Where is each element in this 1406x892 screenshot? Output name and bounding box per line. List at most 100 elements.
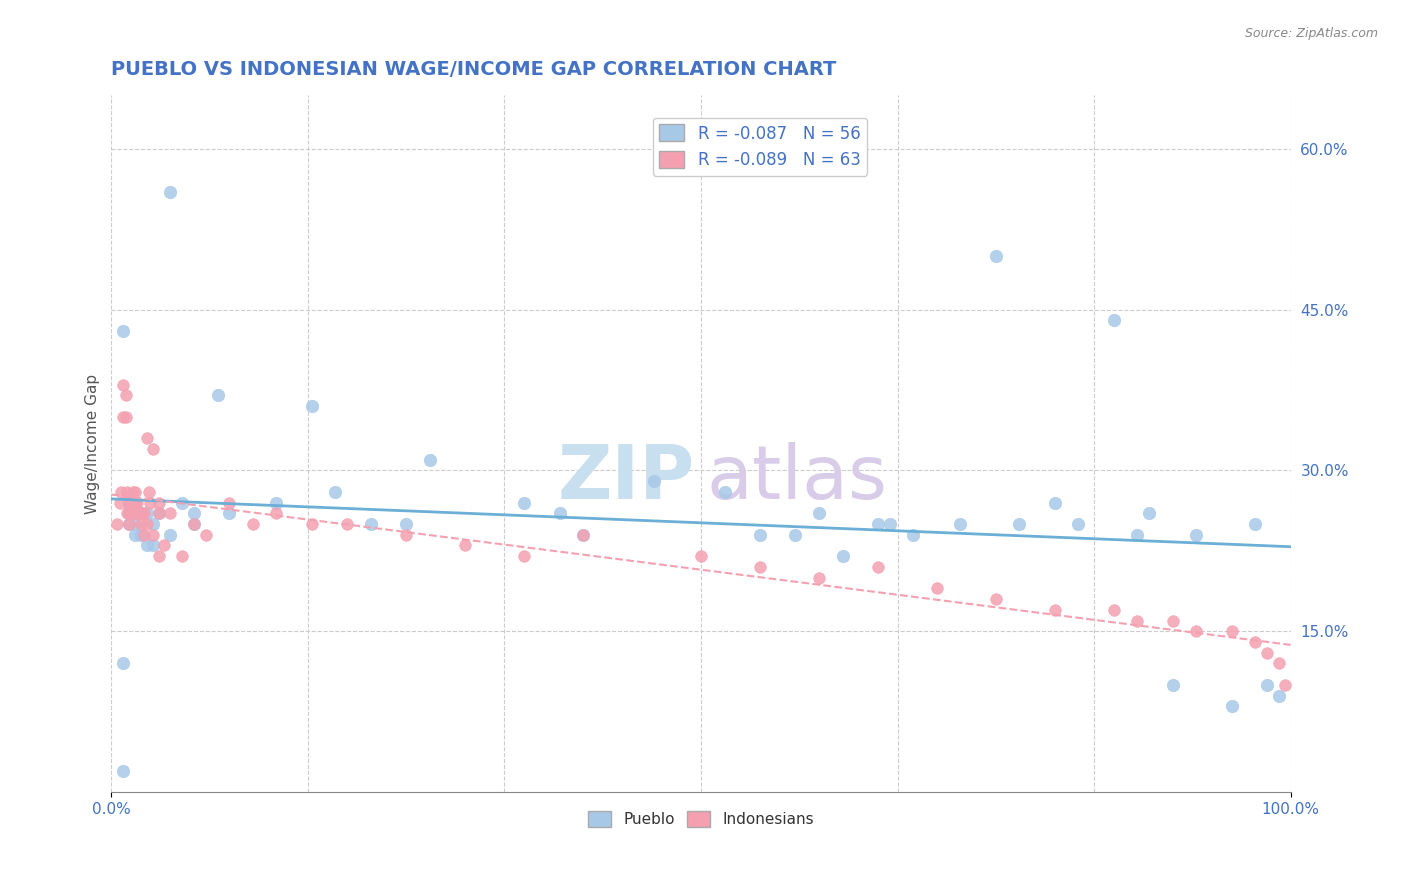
Point xyxy=(121,507,143,521)
Point xyxy=(360,517,382,532)
Point xyxy=(785,528,807,542)
Point xyxy=(1185,528,1208,542)
Point xyxy=(548,507,571,521)
Point xyxy=(1137,507,1160,521)
Point xyxy=(1161,614,1184,628)
Point xyxy=(242,517,264,532)
Point xyxy=(1126,528,1149,542)
Point xyxy=(124,507,146,521)
Point xyxy=(183,507,205,521)
Point xyxy=(118,517,141,532)
Point xyxy=(112,764,135,778)
Text: PUEBLO VS INDONESIAN WAGE/INCOME GAP CORRELATION CHART: PUEBLO VS INDONESIAN WAGE/INCOME GAP COR… xyxy=(111,60,837,78)
Point xyxy=(139,495,162,509)
Legend: Pueblo, Indonesians: Pueblo, Indonesians xyxy=(582,805,820,833)
Point xyxy=(513,495,536,509)
Point xyxy=(1268,657,1291,671)
Point xyxy=(925,582,948,596)
Text: atlas: atlas xyxy=(707,442,889,515)
Text: Source: ZipAtlas.com: Source: ZipAtlas.com xyxy=(1244,27,1378,40)
Point xyxy=(1256,678,1278,692)
Point xyxy=(138,484,160,499)
Point xyxy=(879,517,901,532)
Point xyxy=(572,528,595,542)
Point xyxy=(1102,313,1125,327)
Point xyxy=(129,507,152,521)
Point xyxy=(135,431,157,445)
Point xyxy=(713,484,735,499)
Point xyxy=(142,539,165,553)
Point xyxy=(124,495,146,509)
Point xyxy=(1274,678,1296,692)
Point xyxy=(124,528,146,542)
Point xyxy=(148,507,170,521)
Point xyxy=(1185,624,1208,639)
Point xyxy=(148,549,170,564)
Point xyxy=(159,528,181,542)
Point xyxy=(1008,517,1031,532)
Point xyxy=(395,528,418,542)
Point xyxy=(690,549,713,564)
Point xyxy=(142,528,165,542)
Point xyxy=(115,484,138,499)
Point xyxy=(134,528,156,542)
Point xyxy=(124,484,146,499)
Point xyxy=(159,507,181,521)
Point xyxy=(336,517,359,532)
Point xyxy=(124,495,146,509)
Point xyxy=(129,507,152,521)
Point xyxy=(148,507,170,521)
Point xyxy=(218,495,240,509)
Point xyxy=(807,507,830,521)
Point xyxy=(112,324,135,338)
Point xyxy=(266,495,288,509)
Point xyxy=(108,495,131,509)
Point xyxy=(1043,495,1066,509)
Point xyxy=(121,495,143,509)
Point xyxy=(112,657,135,671)
Point xyxy=(207,388,229,402)
Point xyxy=(194,528,217,542)
Point xyxy=(118,495,141,509)
Point xyxy=(513,549,536,564)
Point xyxy=(135,507,157,521)
Point xyxy=(148,495,170,509)
Point xyxy=(1268,689,1291,703)
Point xyxy=(172,495,194,509)
Point xyxy=(114,388,136,402)
Point xyxy=(984,592,1007,607)
Point xyxy=(127,495,149,509)
Point xyxy=(183,517,205,532)
Point xyxy=(129,528,152,542)
Point xyxy=(643,474,665,488)
Point xyxy=(134,507,156,521)
Point xyxy=(159,185,181,199)
Point xyxy=(135,517,157,532)
Point xyxy=(301,517,323,532)
Point xyxy=(301,399,323,413)
Point xyxy=(129,517,152,532)
Point xyxy=(121,484,143,499)
Point xyxy=(1220,624,1243,639)
Point xyxy=(749,560,772,574)
Point xyxy=(984,249,1007,263)
Point xyxy=(325,484,347,499)
Point xyxy=(118,507,141,521)
Point xyxy=(112,377,135,392)
Point xyxy=(1067,517,1090,532)
Point xyxy=(749,528,772,542)
Point xyxy=(218,507,240,521)
Text: ZIP: ZIP xyxy=(558,442,695,515)
Point xyxy=(1256,646,1278,660)
Point xyxy=(1043,603,1066,617)
Point xyxy=(1244,635,1267,649)
Point xyxy=(454,539,477,553)
Point xyxy=(419,452,441,467)
Y-axis label: Wage/Income Gap: Wage/Income Gap xyxy=(86,374,100,514)
Point xyxy=(172,549,194,564)
Point xyxy=(1161,678,1184,692)
Point xyxy=(395,517,418,532)
Point xyxy=(115,507,138,521)
Point xyxy=(949,517,972,532)
Point xyxy=(124,517,146,532)
